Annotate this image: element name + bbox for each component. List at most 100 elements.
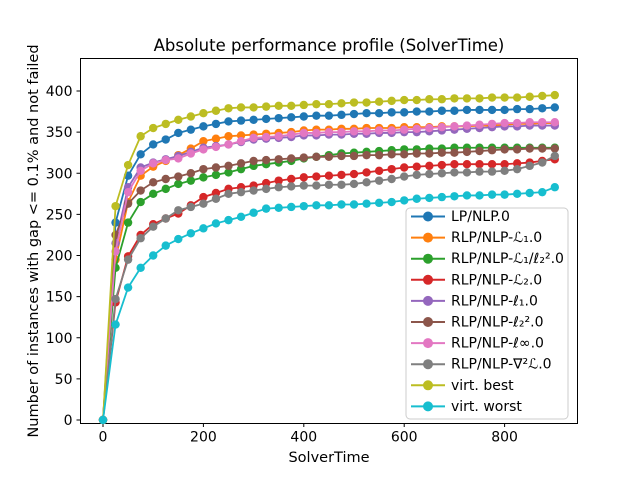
data-point-marker [550,90,559,100]
data-point-marker [324,171,334,180]
legend-label: LP/NLP.0 [451,209,510,225]
data-point-marker [186,202,196,212]
data-point-marker [211,219,221,228]
x-tick-label: 0 [99,430,108,446]
data-point-marker [437,95,447,104]
data-point-marker [274,132,283,141]
data-point-marker [462,147,472,157]
data-point-marker [412,162,421,171]
data-point-marker [487,93,497,102]
plot-frame [80,58,578,424]
data-point-marker [161,119,170,129]
data-point-marker [349,151,359,161]
data-point-marker [412,149,421,158]
data-point-marker [437,106,447,115]
data-point-marker [349,169,359,179]
data-point-marker [136,186,145,195]
data-point-marker [450,168,459,177]
data-point-marker [98,415,108,425]
data-point-marker [450,148,459,157]
data-point-marker [299,201,308,211]
data-point-marker [224,215,233,225]
data-point-marker [374,166,384,175]
data-point-marker [299,128,308,138]
data-point-marker [437,122,447,132]
data-point-marker [249,208,258,217]
data-point-marker [475,120,484,129]
data-point-marker [538,187,547,197]
data-point-marker [538,104,547,113]
legend-marker [423,401,433,412]
data-point-marker [387,108,396,117]
data-point-marker [236,103,246,112]
data-point-marker [199,199,208,208]
data-point-marker [400,196,409,205]
data-point-marker [111,201,120,211]
data-point-marker [261,132,271,142]
data-point-marker [550,144,559,153]
data-point-marker [462,168,472,177]
data-point-marker [487,119,497,129]
data-point-marker [211,106,221,115]
data-point-marker [425,123,434,133]
data-point-marker [512,104,522,114]
data-point-marker [274,176,283,185]
data-point-marker [149,189,158,199]
data-point-marker [387,174,396,184]
data-point-marker [199,192,208,202]
data-point-marker [349,109,359,119]
data-point-marker [236,159,246,168]
data-point-marker [186,112,196,121]
data-point-marker [337,99,346,108]
data-point-marker [487,105,497,115]
legend-label: RLP/NLP-ℓ₂².0 [451,315,544,331]
y-tick-label: 150 [46,290,73,306]
legend-label: RLP/NLP-ℓ∞.0 [451,336,544,352]
data-point-marker [274,155,283,164]
data-point-marker [437,192,447,202]
series-layer [98,90,559,425]
data-point-marker [337,127,346,137]
data-point-marker [236,212,246,222]
data-point-marker [550,183,559,192]
data-point-marker [450,106,459,115]
data-point-marker [512,145,522,154]
data-point-marker [211,194,221,203]
legend-box [405,207,569,420]
data-point-marker [362,98,371,107]
data-point-marker [199,173,208,182]
data-point-marker [362,127,371,136]
data-point-marker [337,151,346,161]
data-point-marker [161,174,170,184]
data-point-marker [412,124,421,134]
data-point-marker [538,118,547,127]
data-point-marker [149,159,158,168]
legend-marker [423,253,433,264]
x-tick-label: 200 [190,430,217,446]
series-8 [98,90,559,425]
data-point-marker [538,144,547,153]
data-point-marker [199,122,208,131]
x-tick-label: 400 [290,430,317,446]
series-0 [98,103,559,425]
data-point-marker [174,154,183,163]
data-point-marker [174,206,183,215]
data-point-marker [462,160,472,169]
data-point-marker [199,109,208,118]
data-point-marker [387,164,396,174]
data-point-marker [450,160,459,169]
data-point-marker [149,251,158,260]
data-point-marker [224,161,233,171]
data-point-marker [211,119,221,129]
data-point-marker [199,224,208,233]
data-point-marker [174,172,183,181]
data-point-marker [299,153,308,162]
data-point-marker [161,155,170,165]
data-point-marker [412,95,421,105]
data-point-marker [475,105,484,115]
data-point-marker [550,151,559,161]
data-point-marker [287,202,296,212]
data-point-marker [312,152,321,161]
data-point-marker [400,150,409,159]
data-point-marker [475,167,484,176]
